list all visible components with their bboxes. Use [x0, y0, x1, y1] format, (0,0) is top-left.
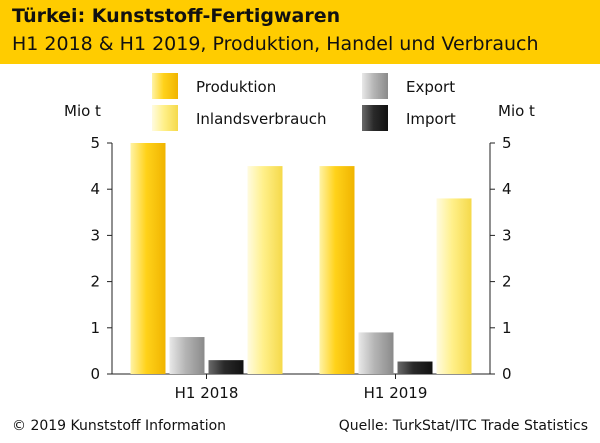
bar-produktion	[130, 143, 166, 374]
header-bar: Türkei: Kunststoff-Fertigwaren H1 2018 &…	[0, 0, 600, 64]
y-axis-label-right: Mio t	[498, 102, 535, 120]
legend-item-import: Import	[362, 105, 456, 131]
legend-swatch-inlandsverbrauch	[152, 105, 178, 131]
legend-item-produktion: Produktion	[152, 73, 276, 99]
y-tick-label-right: 3	[502, 226, 512, 244]
legend-swatch-produktion	[152, 73, 178, 99]
legend-label-import: Import	[406, 110, 456, 128]
legend-label-export: Export	[406, 78, 455, 96]
bar-inlandsverbrauch	[247, 166, 283, 374]
bar-import	[397, 361, 433, 374]
legend-item-export: Export	[362, 73, 455, 99]
y-tick-label-right: 1	[502, 319, 512, 337]
legend-swatch-export	[362, 73, 388, 99]
bar-import	[208, 360, 244, 374]
y-tick-label-right: 2	[502, 273, 512, 291]
y-tick-label-right: 4	[502, 180, 512, 198]
copyright-note: © 2019 Kunststoff Information	[12, 418, 227, 434]
legend-swatch-import	[362, 105, 388, 131]
x-tick-label: H1 2018	[175, 384, 239, 402]
chart-subtitle: H1 2018 & H1 2019, Produktion, Handel un…	[12, 33, 539, 55]
legend-label-inlandsverbrauch: Inlandsverbrauch	[196, 110, 327, 128]
chart-title: Türkei: Kunststoff-Fertigwaren	[12, 5, 341, 27]
y-tick-label-left: 4	[90, 180, 100, 198]
x-tick-label: H1 2019	[364, 384, 428, 402]
bar-inlandsverbrauch	[436, 198, 472, 374]
y-tick-label-left: 1	[90, 319, 100, 337]
bar-export	[169, 337, 205, 374]
bar-export	[358, 332, 394, 374]
y-tick-label-left: 2	[90, 273, 100, 291]
legend: Produktion Inlandsverbrauch Export Impor…	[152, 73, 456, 131]
bar-produktion	[319, 166, 355, 374]
y-tick-label-left: 0	[90, 365, 100, 383]
y-tick-label-left: 5	[90, 134, 100, 152]
y-tick-label-left: 3	[90, 226, 100, 244]
y-tick-label-right: 0	[502, 365, 512, 383]
plot-area: 0 0 1 1 2 2 3 3 4 4 5 5 H1 2018 H1 2019	[90, 134, 511, 402]
bar-chart: Produktion Inlandsverbrauch Export Impor…	[64, 73, 535, 402]
y-tick-label-right: 5	[502, 134, 512, 152]
legend-item-inlandsverbrauch: Inlandsverbrauch	[152, 105, 327, 131]
source-note: Quelle: TurkStat/ITC Trade Statistics	[338, 418, 588, 434]
legend-label-produktion: Produktion	[196, 78, 276, 96]
y-axis-label-left: Mio t	[64, 102, 101, 120]
